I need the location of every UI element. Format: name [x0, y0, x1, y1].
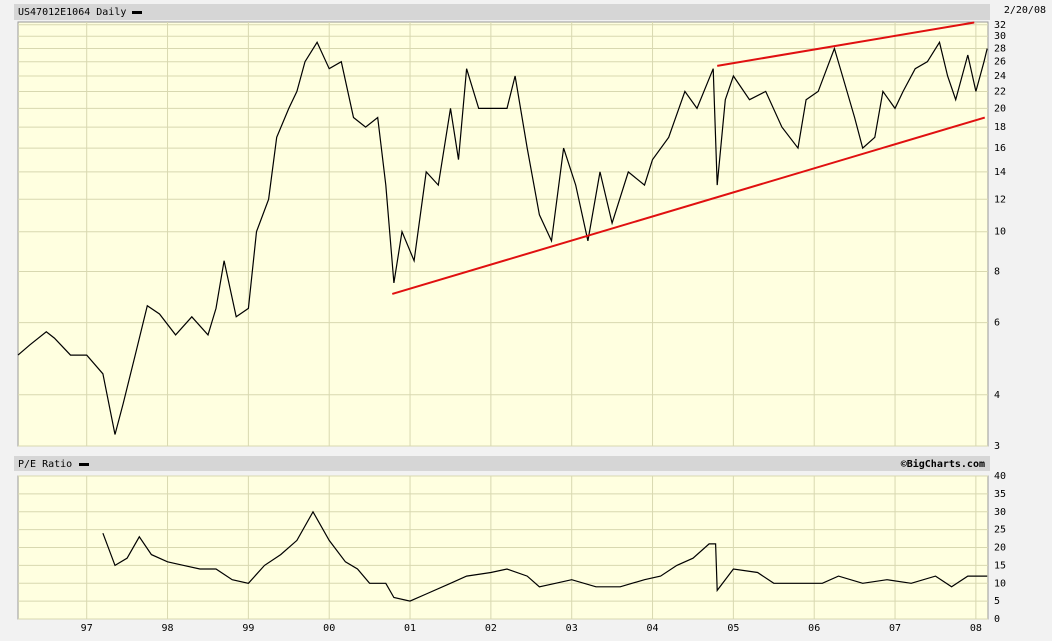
y-tick-label: 16	[994, 143, 1006, 154]
legend-swatch	[79, 463, 89, 466]
y-tick-label: 22	[994, 86, 1006, 97]
x-tick-label: 00	[323, 623, 335, 634]
y-tick-label: 35	[994, 489, 1006, 500]
y-tick-label: 30	[994, 31, 1006, 42]
x-tick-label: 98	[162, 623, 174, 634]
y-tick-label: 20	[994, 103, 1006, 114]
x-tick-label: 06	[808, 623, 820, 634]
y-tick-label: 8	[994, 266, 1000, 277]
y-tick-label: 40	[994, 471, 1006, 482]
y-tick-label: 30	[994, 507, 1006, 518]
y-tick-label: 14	[994, 167, 1006, 178]
y-tick-label: 10	[994, 578, 1006, 589]
x-tick-label: 03	[566, 623, 578, 634]
y-tick-label: 24	[994, 71, 1006, 82]
y-tick-label: 5	[994, 596, 1000, 607]
y-tick-label: 15	[994, 560, 1006, 571]
date-label: 2/20/08	[1004, 5, 1046, 16]
header-bar	[14, 4, 990, 20]
legend-label: P/E Ratio	[18, 459, 72, 470]
x-tick-label: 08	[970, 623, 982, 634]
plot-area	[17, 21, 989, 447]
x-tick-label: 02	[485, 623, 497, 634]
y-tick-label: 12	[994, 194, 1006, 205]
x-tick-label: 99	[242, 623, 254, 634]
x-tick-label: 01	[404, 623, 416, 634]
price-line	[102, 510, 988, 602]
legend-label: US47012E1064 Daily	[18, 7, 126, 18]
trendline	[391, 116, 986, 295]
y-tick-label: 0	[994, 614, 1000, 625]
y-tick-label: 28	[994, 44, 1006, 55]
x-tick-label: 97	[81, 623, 93, 634]
y-tick-label: 6	[994, 318, 1000, 329]
y-tick-label: 4	[994, 390, 1000, 401]
legend-swatch	[132, 11, 142, 14]
header-bar	[14, 456, 990, 471]
price-line	[17, 40, 988, 435]
y-tick-label: 20	[994, 543, 1006, 554]
y-tick-label: 32	[994, 20, 1006, 31]
x-tick-label: 07	[889, 623, 901, 634]
y-tick-label: 3	[994, 441, 1000, 452]
x-tick-label: 05	[727, 623, 739, 634]
x-tick-label: 04	[647, 623, 659, 634]
y-tick-label: 26	[994, 57, 1006, 68]
credit: ©BigCharts.com	[901, 458, 985, 470]
y-tick-label: 18	[994, 122, 1006, 133]
y-tick-label: 10	[994, 227, 1006, 238]
trendline	[717, 21, 975, 67]
y-tick-label: 25	[994, 525, 1006, 536]
